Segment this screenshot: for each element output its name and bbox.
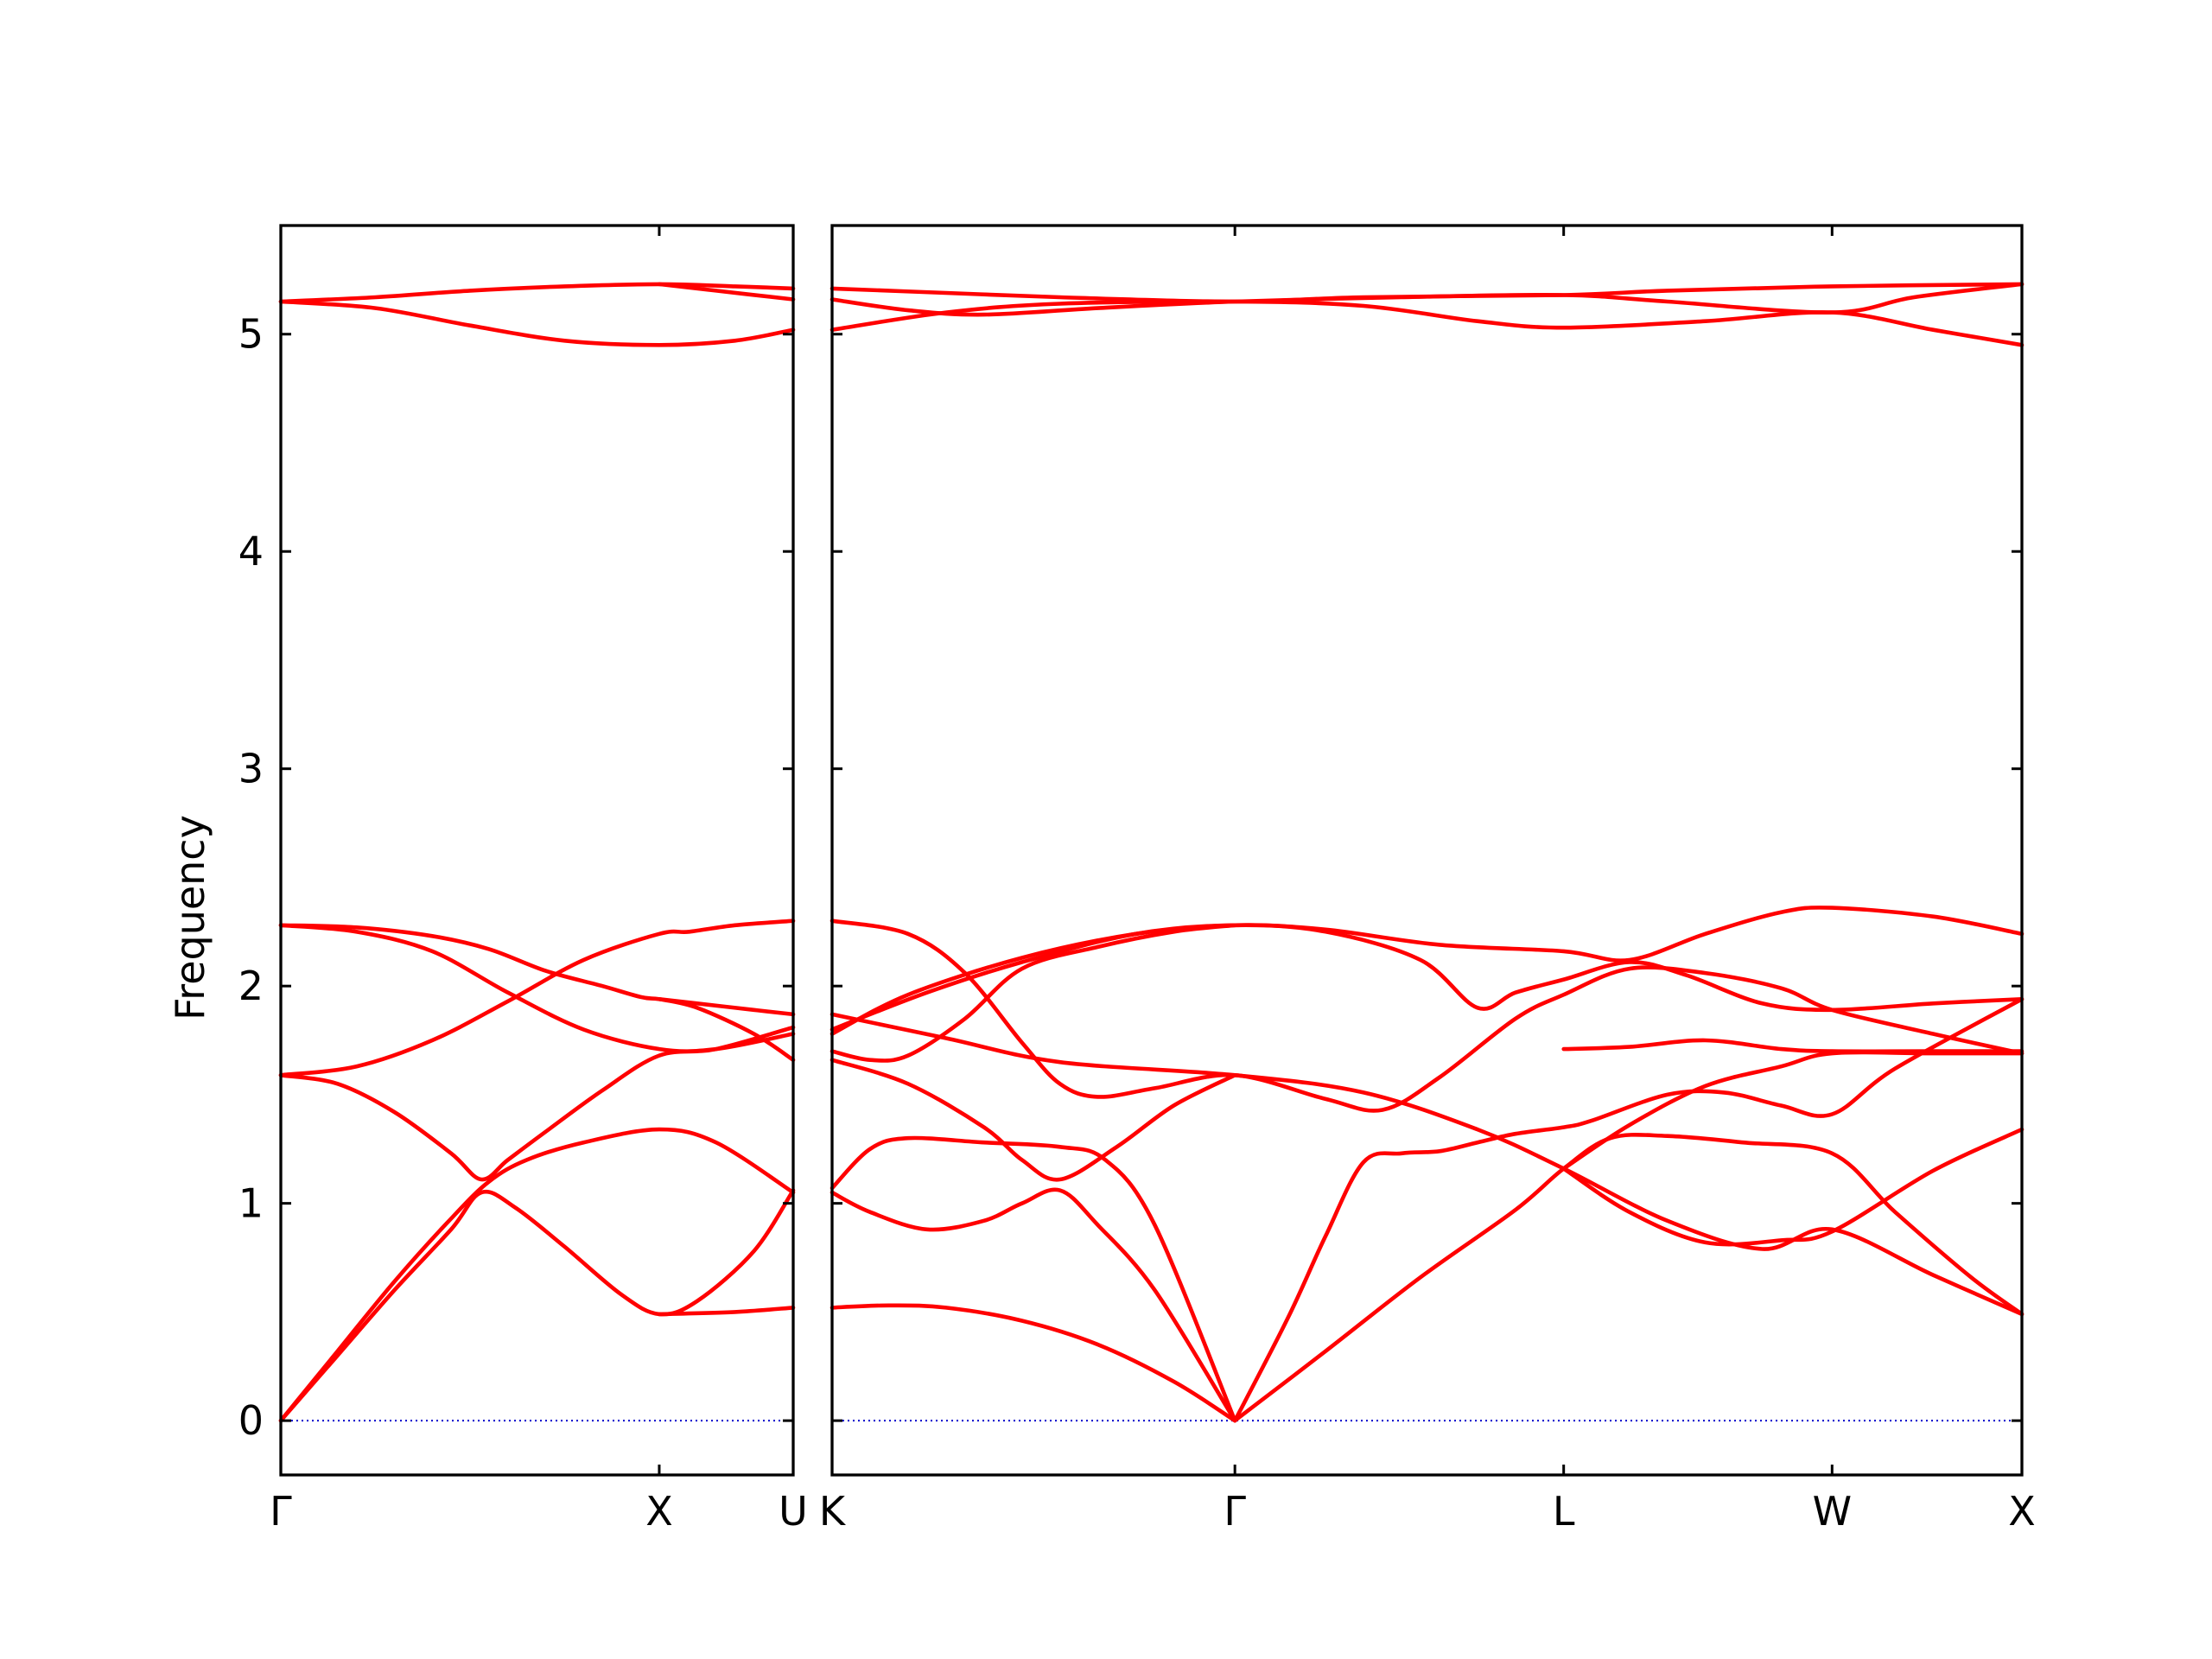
band-curve-11 (657, 1306, 796, 1317)
band-curve-13 (1232, 997, 2024, 1423)
band-curve-11 (830, 1187, 1237, 1423)
x-tick-label: K (819, 1488, 847, 1535)
y-tick-label: 1 (238, 1180, 264, 1227)
band-curve-4 (830, 918, 2024, 1113)
band-curve-3 (830, 282, 2024, 317)
y-tick-label: 2 (238, 963, 264, 1009)
y-tick-label: 5 (238, 311, 264, 358)
band-curve-16 (1561, 1038, 2024, 1054)
band-curve-5 (830, 1012, 2024, 1317)
band-curve-10 (830, 1135, 1237, 1423)
band-curve-2 (830, 299, 2024, 347)
x-tick-label: Γ (1224, 1488, 1246, 1535)
band-curve-8 (278, 1127, 796, 1423)
band-curve-6 (278, 918, 796, 1077)
band-curve-7 (278, 1025, 796, 1182)
y-tick-label: 3 (238, 746, 264, 792)
band-curve-4 (278, 923, 796, 1017)
x-tick-label: X (2008, 1488, 2036, 1535)
band-curve-3 (657, 282, 796, 302)
band-curve-12 (830, 1303, 1237, 1423)
y-tick-label: 0 (238, 1397, 264, 1444)
band-curve-10 (657, 997, 796, 1062)
x-tick-label: Γ (270, 1488, 292, 1535)
x-tick-label: X (645, 1488, 673, 1535)
axes-frame (279, 224, 795, 1477)
band-curve-7 (830, 923, 2024, 1032)
y-axis-label: Frequency (167, 815, 213, 1020)
band-curve-8 (830, 923, 1237, 1063)
band-curve-1 (830, 282, 2024, 304)
axes-frame (830, 224, 2024, 1477)
band-curve-17 (1561, 1127, 2024, 1247)
band-curve-5 (278, 923, 796, 1053)
band-curve-1 (278, 282, 796, 304)
band-curve-9 (278, 1188, 796, 1423)
x-tick-label: U (779, 1488, 808, 1535)
y-tick-label: 4 (238, 528, 264, 575)
x-tick-label: L (1553, 1488, 1575, 1535)
band-curve-15 (1561, 1050, 2024, 1171)
band-curve-14 (1232, 1133, 2024, 1423)
band-curve-2 (278, 299, 796, 347)
band-curve-9 (830, 1058, 1237, 1182)
left-panel: Γ X U 0 1 2 3 4 5 (238, 224, 808, 1535)
band-curve-6 (830, 906, 2024, 1036)
x-tick-label: W (1813, 1488, 1852, 1535)
